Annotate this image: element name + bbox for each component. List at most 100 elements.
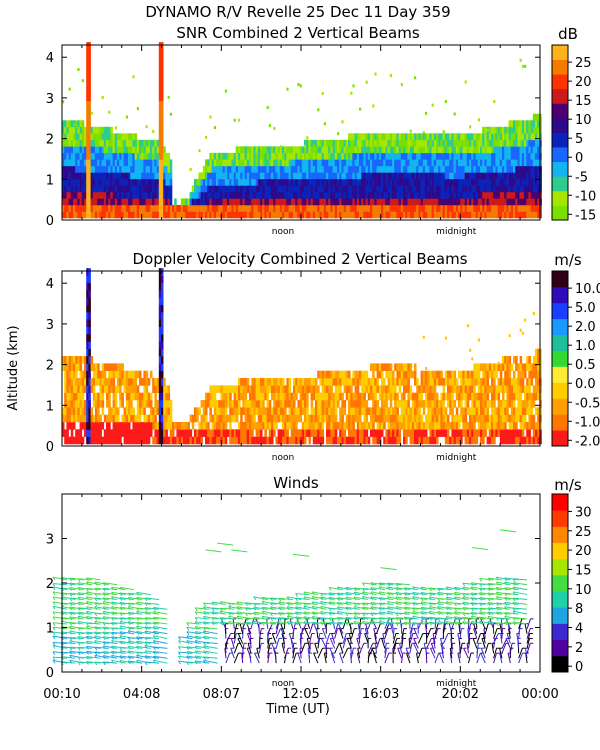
doppler-cell [315, 407, 318, 415]
snr-cell [427, 198, 430, 206]
snr-cell [532, 165, 536, 173]
snr-cell [319, 159, 322, 167]
snr-cell [161, 61, 164, 69]
wind-barb-flag [69, 622, 73, 626]
snr-cell [491, 146, 494, 154]
snr-cell [339, 178, 342, 186]
snr-cell [132, 133, 135, 141]
snr-cell [273, 204, 276, 212]
doppler-cell [356, 421, 360, 430]
doppler-cell [528, 356, 531, 364]
snr-cell [88, 165, 91, 173]
snr-cell [458, 211, 461, 219]
snr-cell [141, 191, 144, 199]
doppler-cell [515, 436, 518, 445]
snr-cell [447, 165, 450, 173]
snr-cell [312, 159, 316, 167]
doppler-cell [161, 334, 164, 342]
doppler-cell [374, 385, 377, 393]
snr-cell [348, 211, 351, 219]
doppler-cell [216, 400, 219, 408]
doppler-cell [134, 429, 138, 437]
snr-cell [524, 191, 527, 199]
doppler-cell [207, 421, 210, 430]
snr-cell [312, 185, 316, 193]
doppler-cell [378, 421, 382, 430]
snr-cell [495, 126, 498, 134]
snr-cell [299, 204, 303, 212]
snr-cell [125, 191, 129, 199]
snr-cell [64, 178, 67, 186]
snr-cell [506, 159, 509, 167]
doppler-cell [295, 385, 298, 393]
snr-cell [506, 133, 509, 141]
doppler-cell [429, 436, 432, 445]
snr-cell [117, 185, 120, 193]
doppler-cell [70, 385, 74, 393]
snr-cell [475, 159, 479, 167]
doppler-cell [321, 378, 325, 386]
doppler-cell [282, 378, 285, 386]
doppler-cell [326, 392, 329, 401]
snr-cell [502, 133, 505, 141]
doppler-cell [491, 385, 494, 393]
doppler-cell [365, 370, 369, 379]
snr-cell [493, 198, 496, 206]
snr-cell [330, 204, 333, 212]
snr-cell [416, 191, 419, 199]
snr-cell [266, 105, 269, 109]
doppler-cell [502, 407, 505, 415]
doppler-cell [95, 407, 98, 415]
doppler-cell [88, 268, 91, 276]
doppler-cell [103, 363, 107, 372]
snr-cell [521, 64, 524, 68]
doppler-cell [180, 436, 184, 445]
snr-cell [330, 165, 333, 173]
wind-barb-flag [52, 651, 56, 655]
snr-cell [86, 165, 89, 173]
snr-cell [345, 185, 349, 193]
snr-cell [383, 185, 386, 193]
doppler-cell [132, 378, 135, 386]
snr-cell [154, 211, 157, 219]
snr-cell [108, 198, 111, 206]
doppler-cell [77, 363, 80, 372]
doppler-cell [374, 400, 377, 408]
doppler-cell [436, 378, 439, 386]
snr-cell [497, 126, 501, 134]
doppler-cell [101, 385, 105, 393]
doppler-cell [86, 275, 89, 284]
snr-colorbar-swatch [552, 117, 568, 133]
doppler-cell [125, 392, 129, 401]
snr-cell [427, 211, 430, 219]
doppler-cell [62, 356, 65, 364]
snr-cell [524, 165, 527, 173]
snr-cell [422, 178, 426, 186]
snr-cell [411, 159, 415, 167]
doppler-cell [86, 407, 89, 415]
snr-cell [444, 185, 448, 193]
doppler-ytick-label: 4 [46, 277, 54, 292]
snr-cell [293, 211, 296, 219]
snr-cell [180, 211, 184, 219]
doppler-colorbar-label: 2.0 [575, 320, 596, 335]
doppler-cell [277, 385, 281, 393]
snr-cell [290, 159, 294, 167]
snr-cell [139, 165, 142, 173]
snr-cell [524, 178, 527, 186]
snr-cell [354, 178, 358, 186]
doppler-cell [235, 429, 239, 437]
snr-cell [425, 178, 428, 186]
doppler-cell [350, 414, 353, 423]
snr-cell [293, 172, 296, 180]
snr-cell [99, 178, 102, 186]
doppler-cell [150, 370, 153, 379]
snr-cell [341, 159, 344, 167]
snr-cell [339, 146, 342, 154]
snr-cell [273, 172, 276, 180]
doppler-cell [466, 436, 470, 445]
snr-cell [486, 128, 489, 132]
snr-cell [403, 204, 406, 212]
snr-cell [257, 204, 261, 212]
snr-cell [141, 146, 144, 154]
